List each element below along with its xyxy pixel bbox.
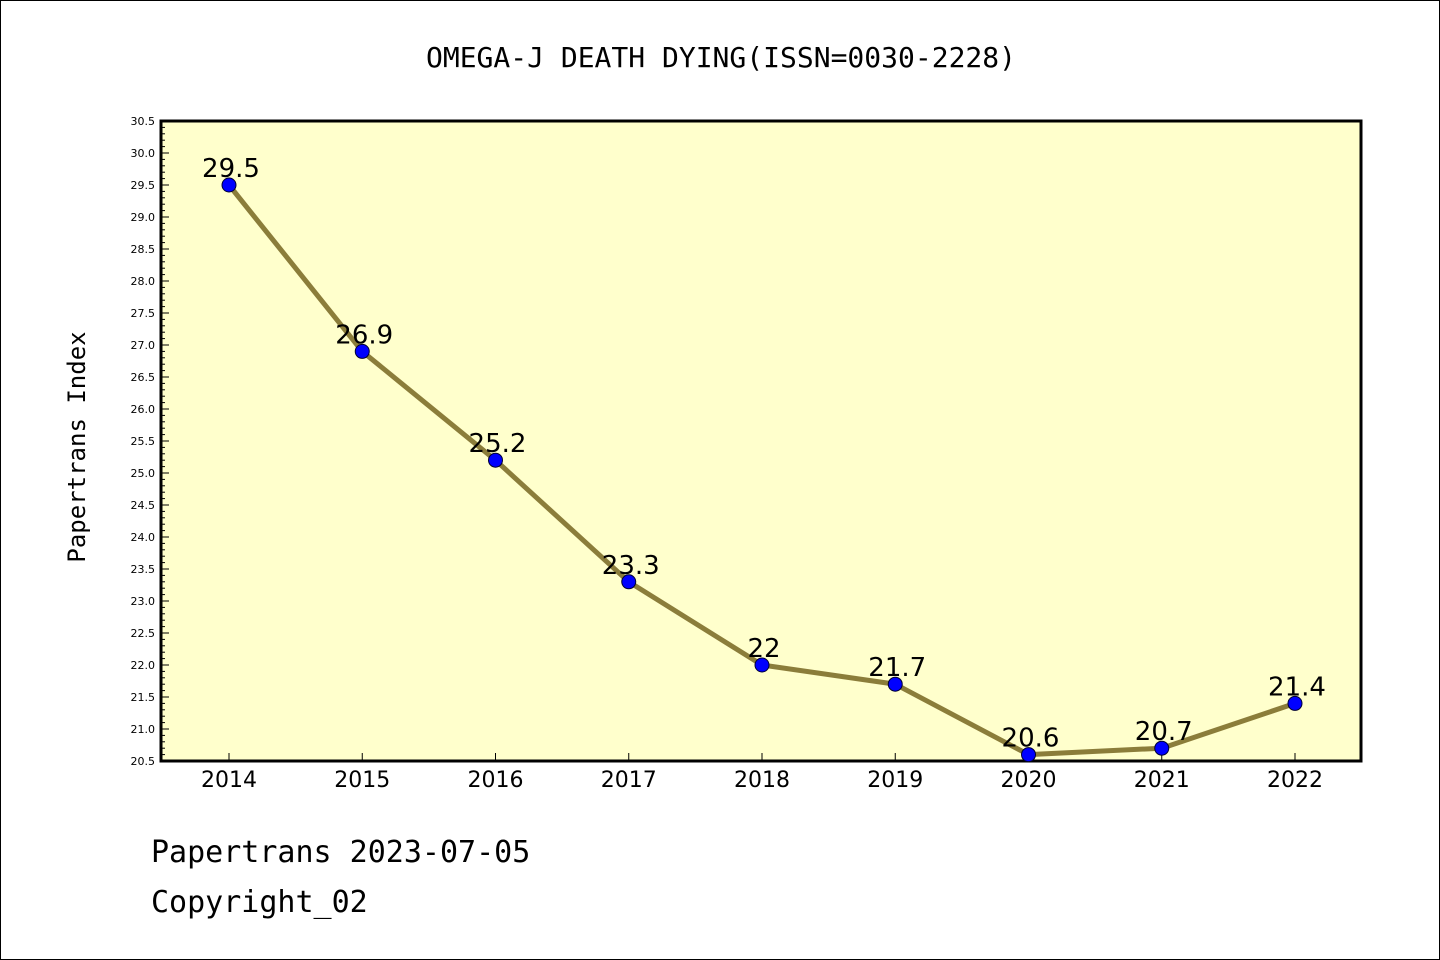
y-axis: 20.5 21.0 21.5 22.0 22.5 23.0 23.5 24.0 24.5 25.0… [131,115,169,768]
data-label: 29.5 [202,154,260,184]
data-labels: 29.5 26.9 25.2 23.3 22 21.7 20.6 20.7 21.4 [202,154,1326,754]
series-markers [221,177,1303,763]
data-label: 21.4 [1268,672,1326,702]
y-tick-label: 22.0 [131,659,156,672]
y-tick-label: 26.0 [131,403,156,416]
x-tick-label: 2017 [601,768,657,793]
plot-area [159,119,1363,763]
footer-copyright: Copyright_02 [151,885,368,920]
y-tick-label: 28.5 [131,243,156,256]
y-tick-label: 30.0 [131,147,156,160]
data-point [488,452,503,468]
y-tick-label: 23.0 [131,595,156,608]
x-tick-label: 2016 [468,768,524,793]
data-label: 21.7 [868,653,926,683]
y-axis-label: Papertrans Index [63,331,91,562]
data-label: 20.6 [1002,724,1060,754]
x-tick-label: 2019 [867,768,923,793]
data-label: 20.7 [1135,717,1193,747]
data-point [1287,695,1303,711]
data-point [887,676,903,692]
x-tick-label: 2021 [1134,768,1190,793]
y-tick-label: 24.0 [131,531,156,544]
footer-date: Papertrans 2023-07-05 [151,835,531,870]
x-tick-label: 2022 [1267,768,1323,793]
y-tick-label: 27.5 [131,307,156,320]
x-tick-label: 2020 [1001,768,1057,793]
y-tick-label: 23.5 [131,563,156,576]
data-point [221,177,237,193]
x-tick-label: 2015 [334,768,390,793]
chart-title: OMEGA-J DEATH DYING(ISSN=0030-2228) [426,41,1016,74]
y-tick-label: 28.0 [131,275,156,288]
data-point [1154,740,1170,756]
data-label: 25.2 [469,429,527,459]
x-tick-label: 2018 [734,768,790,793]
x-axis: 2014 2015 2016 2017 2018 2019 2020 2021 2022 [201,753,1323,793]
y-tick-label: 29.0 [131,211,156,224]
y-tick-label: 24.5 [131,499,156,512]
y-tick-label: 21.5 [131,691,156,704]
data-point [754,657,770,673]
data-label: 26.9 [335,320,393,350]
x-tick-label: 2014 [201,768,257,793]
y-tick-label: 30.5 [131,115,156,128]
y-tick-label: 25.5 [131,435,156,448]
y-tick-label: 20.5 [131,755,156,768]
y-tick-label: 29.5 [131,179,156,192]
y-tick-label: 27.0 [131,339,156,352]
data-point [1021,747,1036,763]
data-point [621,574,637,590]
data-label: 23.3 [602,551,660,581]
data-point [354,343,370,359]
y-tick-label: 26.5 [131,371,156,384]
y-tick-label: 22.5 [131,627,156,640]
y-tick-label: 25.0 [131,467,156,480]
y-tick-label: 21.0 [131,723,156,736]
data-label: 22 [747,634,780,664]
